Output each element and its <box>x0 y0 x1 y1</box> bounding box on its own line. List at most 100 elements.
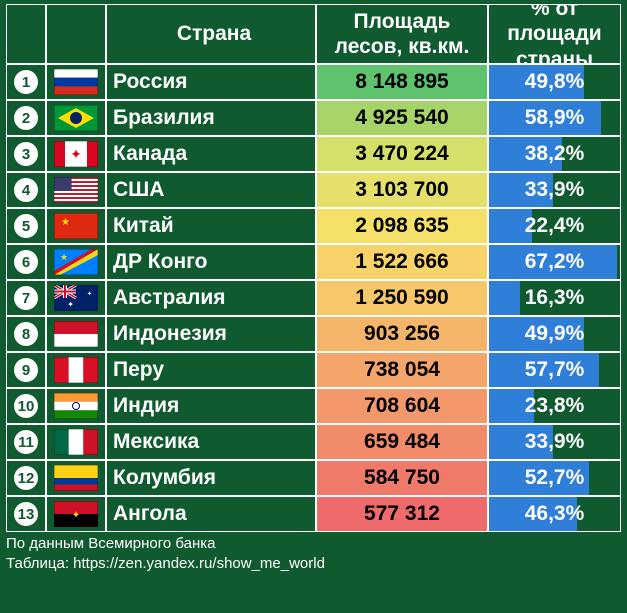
table-row: 5 ★ Китай2 098 63522,4% <box>6 208 621 244</box>
flag-cell <box>46 388 106 424</box>
country-cell: Ангола <box>106 496 316 532</box>
area-cell: 1 522 666 <box>316 244 488 280</box>
table-row: 8 Индонезия903 25649,9% <box>6 316 621 352</box>
pct-cell: 38,2% <box>488 136 621 172</box>
area-cell: 2 098 635 <box>316 208 488 244</box>
rank-cell: 2 <box>6 100 46 136</box>
rank-cell: 11 <box>6 424 46 460</box>
flag-cell: ★ <box>46 208 106 244</box>
country-cell: Австралия <box>106 280 316 316</box>
table-row: 10 Индия708 60423,8% <box>6 388 621 424</box>
country-cell: Колумбия <box>106 460 316 496</box>
table-footer: По данным Всемирного банка Таблица: http… <box>6 534 621 575</box>
country-cell: Канада <box>106 136 316 172</box>
pct-cell: 33,9% <box>488 424 621 460</box>
pct-cell: 57,7% <box>488 352 621 388</box>
svg-text:✦: ✦ <box>70 146 82 162</box>
flag-cell <box>46 460 106 496</box>
flag-cell <box>46 424 106 460</box>
rank-cell: 10 <box>6 388 46 424</box>
area-cell: 3 470 224 <box>316 136 488 172</box>
table-row: 4США3 103 70033,9% <box>6 172 621 208</box>
country-cell: ДР Конго <box>106 244 316 280</box>
rank-badge: 11 <box>14 430 38 454</box>
footer-source: По данным Всемирного банка <box>6 534 621 554</box>
table-row: 11Мексика659 48433,9% <box>6 424 621 460</box>
pct-cell: 22,4% <box>488 208 621 244</box>
rank-cell: 8 <box>6 316 46 352</box>
pct-cell: 33,9% <box>488 172 621 208</box>
pct-label: 46,3% <box>489 502 620 526</box>
area-cell: 738 054 <box>316 352 488 388</box>
rank-badge: 12 <box>14 466 38 490</box>
rank-badge: 3 <box>14 142 38 166</box>
svg-text:★: ★ <box>61 217 70 228</box>
area-cell: 4 925 540 <box>316 100 488 136</box>
country-cell: Китай <box>106 208 316 244</box>
rank-cell: 13 <box>6 496 46 532</box>
pct-label: 22,4% <box>489 214 620 238</box>
country-cell: Перу <box>106 352 316 388</box>
flag-cell: ✦ <box>46 496 106 532</box>
area-cell: 903 256 <box>316 316 488 352</box>
pct-label: 52,7% <box>489 466 620 490</box>
pct-label: 57,7% <box>489 358 620 382</box>
pct-label: 67,2% <box>489 250 620 274</box>
pct-cell: 49,9% <box>488 316 621 352</box>
rank-badge: 6 <box>14 250 38 274</box>
table-row: 3 ✦ Канада3 470 22438,2% <box>6 136 621 172</box>
rank-cell: 7 <box>6 280 46 316</box>
header-pct: % от площади страны <box>488 4 621 64</box>
svg-text:✦: ✦ <box>87 290 92 297</box>
rank-cell: 5 <box>6 208 46 244</box>
country-cell: Бразилия <box>106 100 316 136</box>
rank-badge: 10 <box>14 394 38 418</box>
header-flag <box>46 4 106 64</box>
pct-label: 58,9% <box>489 106 620 130</box>
rank-badge: 9 <box>14 358 38 382</box>
footer-link: Таблица: https://zen.yandex.ru/show_me_w… <box>6 554 621 574</box>
flag-cell <box>46 352 106 388</box>
table-header: Страна Площадь лесов, кв.км. % от площад… <box>6 4 621 64</box>
pct-cell: 67,2% <box>488 244 621 280</box>
rank-badge: 8 <box>14 322 38 346</box>
country-cell: Индонезия <box>106 316 316 352</box>
pct-label: 38,2% <box>489 142 620 166</box>
flag-cell <box>46 316 106 352</box>
flag-cell <box>46 64 106 100</box>
country-cell: Индия <box>106 388 316 424</box>
svg-text:★: ★ <box>60 252 68 262</box>
area-cell: 3 103 700 <box>316 172 488 208</box>
rank-cell: 12 <box>6 460 46 496</box>
area-cell: 584 750 <box>316 460 488 496</box>
rank-cell: 9 <box>6 352 46 388</box>
area-cell: 577 312 <box>316 496 488 532</box>
rank-badge: 2 <box>14 106 38 130</box>
rank-cell: 4 <box>6 172 46 208</box>
area-cell: 1 250 590 <box>316 280 488 316</box>
pct-label: 33,9% <box>489 178 620 202</box>
header-area: Площадь лесов, кв.км. <box>316 4 488 64</box>
rank-badge: 5 <box>14 214 38 238</box>
area-cell: 659 484 <box>316 424 488 460</box>
pct-cell: 49,8% <box>488 64 621 100</box>
country-cell: Россия <box>106 64 316 100</box>
table-row: 1 Россия8 148 89549,8% <box>6 64 621 100</box>
pct-cell: 23,8% <box>488 388 621 424</box>
pct-label: 16,3% <box>489 286 620 310</box>
pct-label: 49,8% <box>489 70 620 94</box>
rank-cell: 1 <box>6 64 46 100</box>
rank-badge: 4 <box>14 178 38 202</box>
rank-cell: 3 <box>6 136 46 172</box>
flag-cell: ★ <box>46 244 106 280</box>
area-cell: 708 604 <box>316 388 488 424</box>
area-cell: 8 148 895 <box>316 64 488 100</box>
pct-cell: 16,3% <box>488 280 621 316</box>
table-row: 2 Бразилия4 925 54058,9% <box>6 100 621 136</box>
pct-cell: 46,3% <box>488 496 621 532</box>
pct-cell: 52,7% <box>488 460 621 496</box>
header-rank <box>6 4 46 64</box>
flag-cell: ✦✦ <box>46 280 106 316</box>
table-row: 9 Перу738 05457,7% <box>6 352 621 388</box>
pct-label: 49,9% <box>489 322 620 346</box>
